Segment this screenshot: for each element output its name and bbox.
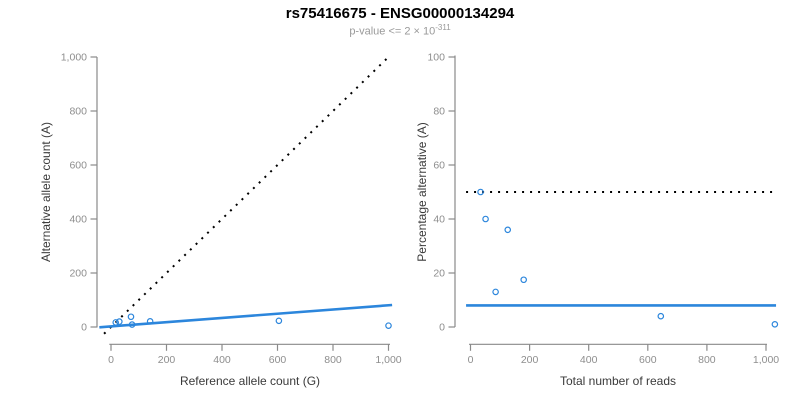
- left-y-tick-label: 0: [81, 322, 87, 334]
- left-x-tick-label: 400: [213, 354, 231, 366]
- left-y-tick-label: 400: [69, 214, 87, 226]
- left-x-tick-label: 600: [269, 354, 287, 366]
- left-data-point: [146, 318, 154, 325]
- left-x-tick-label: 0: [108, 354, 114, 366]
- right-data-point: [492, 288, 499, 296]
- right-y-tick-label: 100: [427, 52, 445, 64]
- subtitle-text: p-value <= 2 × 10: [349, 25, 436, 38]
- right-data-point: [482, 215, 489, 223]
- right-data-point: [477, 188, 484, 196]
- left-data-point: [275, 317, 283, 325]
- left-data-point: [112, 319, 120, 326]
- plot-subtitle: p-value <= 2 × 10-311: [0, 23, 800, 38]
- right-x-tick-label: 600: [639, 354, 657, 366]
- left-x-axis-title: Reference allele count (G): [180, 374, 320, 388]
- page-title: rs75416675 - ENSG00000134294: [285, 5, 515, 22]
- left-y-tick-label: 800: [69, 106, 87, 118]
- right-x-axis-title: Total number of reads: [560, 374, 676, 388]
- right-y-tick-label: 40: [433, 214, 445, 226]
- right-x-tick-label: 800: [698, 354, 716, 366]
- right-x-tick-label: 0: [468, 354, 474, 366]
- right-data-point: [504, 226, 512, 234]
- left-y-tick-label: 1,000: [61, 52, 87, 64]
- right-y-tick-label: 0: [439, 322, 445, 334]
- left-identity-line: [103, 56, 390, 335]
- right-data-point: [771, 320, 779, 328]
- left-y-tick-label: 600: [69, 160, 87, 172]
- right-y-tick-label: 60: [433, 160, 445, 172]
- left-y-axis-title: Alternative allele count (A): [39, 122, 53, 262]
- right-x-tick-label: 200: [521, 354, 539, 366]
- left-x-tick-label: 1,000: [375, 354, 401, 366]
- right-y-axis-title: Percentage alternative (A): [415, 122, 429, 261]
- left-data-point: [385, 322, 392, 329]
- right-data-point: [657, 312, 665, 320]
- left-data-point: [128, 321, 136, 328]
- subtitle-exponent: -311: [435, 23, 451, 32]
- right-data-point: [520, 276, 527, 284]
- left-data-point: [127, 313, 135, 321]
- left-data-point: [116, 318, 123, 325]
- right-y-tick-label: 20: [433, 268, 445, 280]
- right-x-tick-label: 400: [580, 354, 598, 366]
- left-fit-line: [99, 303, 393, 329]
- left-y-tick-label: 200: [69, 268, 87, 280]
- left-x-tick-label: 800: [324, 354, 342, 366]
- right-y-tick-label: 80: [433, 106, 445, 118]
- right-x-tick-label: 1,000: [753, 354, 779, 366]
- left-x-tick-label: 200: [158, 354, 176, 366]
